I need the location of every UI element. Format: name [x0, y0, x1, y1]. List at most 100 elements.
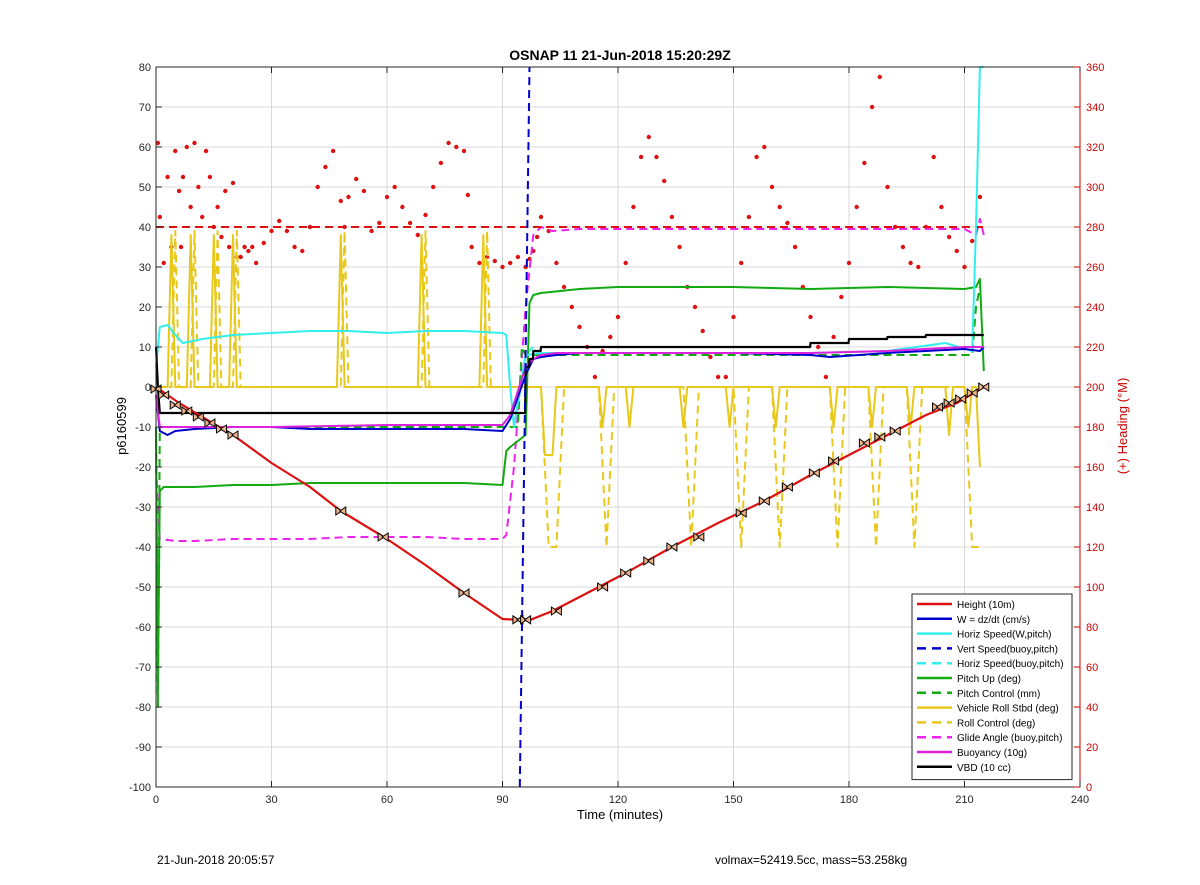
height-marker-9 — [378, 533, 388, 541]
heading-point-41 — [354, 177, 358, 181]
y2-tick-label-8: 160 — [1086, 462, 1104, 474]
heading-point-50 — [423, 213, 427, 217]
heading-point-7 — [179, 245, 183, 249]
legend-label-roll: Vehicle Roll Stbd (deg) — [957, 704, 1059, 715]
heading-point-111 — [870, 105, 874, 109]
heading-point-29 — [269, 229, 273, 233]
height-marker-15 — [621, 569, 631, 577]
heading-point-33 — [300, 249, 304, 253]
heading-point-92 — [724, 375, 728, 379]
series-line-height — [156, 387, 984, 620]
y2-tick-label-15: 300 — [1086, 182, 1104, 194]
y-tick-label-2: -80 — [135, 702, 151, 714]
height-marker-17 — [667, 543, 677, 551]
legend-label-w: W = dz/dt (cm/s) — [957, 615, 1030, 626]
heading-point-117 — [916, 265, 920, 269]
legend-label-pitch: Pitch Up (deg) — [957, 674, 1021, 685]
heading-point-61 — [500, 265, 504, 269]
y-tick-label-15: 50 — [139, 182, 151, 194]
heading-point-94 — [739, 261, 743, 265]
legend: Height (10m) W = dz/dt (cm/s) Horiz Speed(… — [912, 594, 1072, 780]
heading-point-112 — [878, 75, 882, 79]
heading-point-20 — [227, 245, 231, 249]
heading-point-25 — [246, 249, 250, 253]
heading-point-83 — [654, 155, 658, 159]
series-line-roll_ctrl — [156, 231, 980, 547]
heading-point-125 — [978, 195, 982, 199]
heading-point-53 — [446, 141, 450, 145]
y-tick-label-7: -30 — [135, 502, 151, 514]
y-tick-label-8: -20 — [135, 462, 151, 474]
heading-point-108 — [847, 261, 851, 265]
heading-point-81 — [639, 155, 643, 159]
heading-point-14 — [204, 149, 208, 153]
y2-tick-label-6: 120 — [1086, 542, 1104, 554]
height-marker-22 — [809, 469, 819, 477]
y-axis-label: p6160599 — [114, 397, 129, 455]
heading-point-21 — [231, 181, 235, 185]
x-tick-label-4: 120 — [609, 794, 627, 806]
series-line-pitch_ctrl — [156, 287, 980, 707]
series-line-pitch — [156, 279, 984, 691]
y-tick-label-14: 40 — [139, 222, 151, 234]
heading-point-12 — [196, 185, 200, 189]
heading-point-43 — [369, 229, 373, 233]
y2-tick-label-13: 260 — [1086, 262, 1104, 274]
y2-tick-label-9: 180 — [1086, 422, 1104, 434]
heading-point-1 — [158, 215, 162, 219]
legend-label-vbd: VBD (10 cc) — [957, 763, 1011, 774]
chart-title: OSNAP 11 21-Jun-2018 15:20:29Z — [509, 47, 731, 63]
heading-point-18 — [219, 235, 223, 239]
heading-point-31 — [285, 229, 289, 233]
heading-point-56 — [466, 193, 470, 197]
heading-point-80 — [631, 205, 635, 209]
heading-point-110 — [862, 161, 866, 165]
legend-label-horiz: Horiz Speed(W,pitch) — [957, 630, 1051, 641]
heading-point-52 — [439, 161, 443, 165]
heading-point-42 — [362, 189, 366, 193]
heading-point-104 — [816, 345, 820, 349]
x-tick-label-6: 180 — [840, 794, 858, 806]
y2-tick-label-18: 360 — [1086, 62, 1104, 74]
y2-tick-label-17: 340 — [1086, 102, 1104, 114]
heading-point-97 — [762, 145, 766, 149]
height-marker-12 — [521, 616, 531, 624]
heading-point-113 — [885, 185, 889, 189]
heading-point-67 — [535, 235, 539, 239]
footer-timestamp: 21-Jun-2018 20:05:57 — [157, 853, 274, 867]
heading-point-99 — [778, 205, 782, 209]
x-tick-label-5: 150 — [724, 794, 742, 806]
heading-point-116 — [908, 261, 912, 265]
x-axis-label: Time (minutes) — [577, 807, 663, 822]
heading-point-123 — [962, 265, 966, 269]
heading-point-24 — [242, 245, 246, 249]
y2-tick-label-11: 220 — [1086, 342, 1104, 354]
y-tick-label-18: 80 — [139, 62, 151, 74]
height-marker-7 — [228, 431, 238, 439]
x-tick-label-1: 30 — [265, 794, 277, 806]
heading-point-73 — [577, 325, 581, 329]
footer-mass-info: volmax=52419.5cc, mass=53.258kg — [715, 853, 907, 867]
heading-point-55 — [462, 149, 466, 153]
y-tick-label-1: -90 — [135, 742, 151, 754]
heading-point-93 — [731, 315, 735, 319]
height-marker-31 — [979, 383, 989, 391]
heading-point-26 — [250, 245, 254, 249]
heading-point-75 — [593, 375, 597, 379]
heading-point-6 — [177, 189, 181, 193]
heading-point-13 — [200, 215, 204, 219]
heading-point-38 — [339, 199, 343, 203]
heading-point-89 — [701, 329, 705, 333]
series-line-horiz — [156, 67, 984, 427]
heading-point-106 — [831, 335, 835, 339]
y2-tick-label-7: 140 — [1086, 502, 1104, 514]
heading-point-77 — [608, 335, 612, 339]
y2-tick-label-1: 20 — [1086, 742, 1098, 754]
heading-point-72 — [570, 305, 574, 309]
y2-tick-label-10: 200 — [1086, 382, 1104, 394]
heading-point-27 — [254, 261, 258, 265]
heading-point-120 — [939, 205, 943, 209]
height-marker-20 — [759, 497, 769, 505]
heading-point-40 — [346, 195, 350, 199]
